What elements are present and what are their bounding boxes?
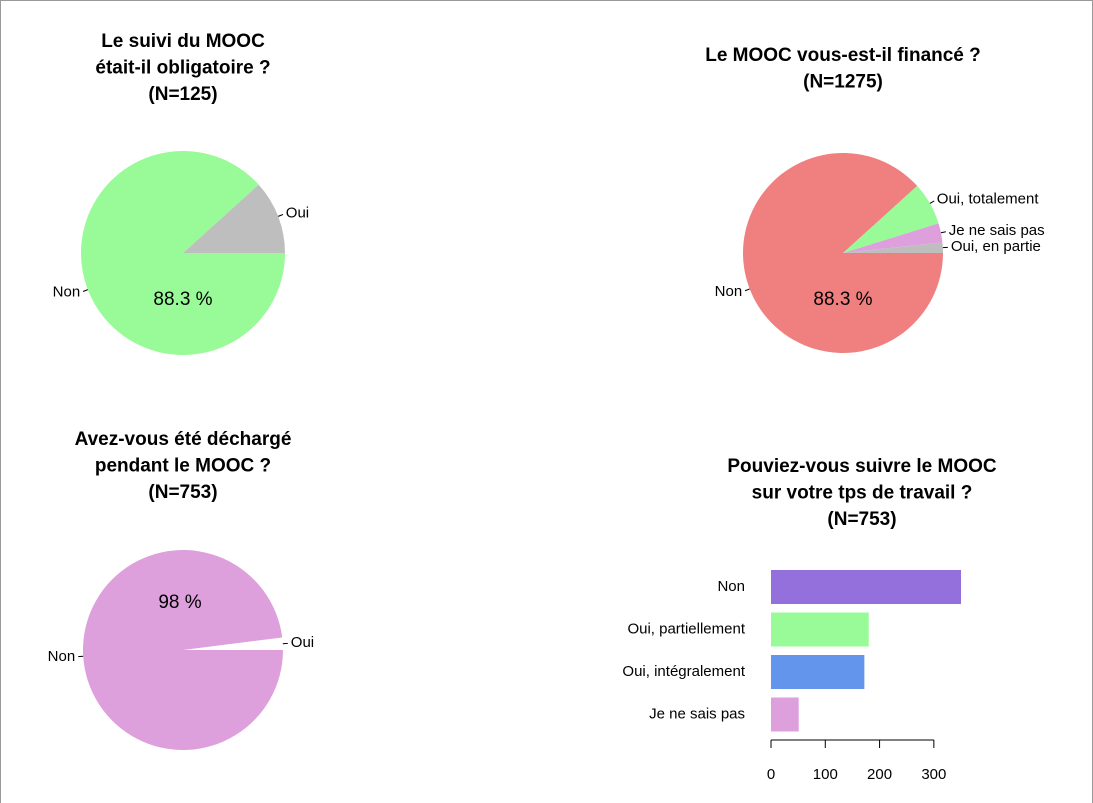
chart-title: était-il obligatoire ?: [95, 58, 270, 79]
x-tick-label: 0: [767, 766, 775, 783]
slice-label: Non: [53, 284, 81, 301]
chart-title: (N=1275): [803, 72, 883, 93]
pie-slice: [743, 152, 943, 353]
slice-label: Je ne sais pas: [949, 222, 1045, 239]
x-tick-label: 200: [867, 766, 892, 783]
bar: [771, 570, 961, 604]
chart-title: (N=125): [148, 84, 217, 105]
label-tick: [929, 200, 935, 204]
chart-title: Avez-vous été déchargé: [75, 429, 292, 450]
bar: [771, 697, 799, 732]
chart-title: (N=753): [148, 482, 217, 503]
slice-label: Oui: [286, 204, 309, 221]
bar: [771, 655, 865, 689]
chart-title: Le suivi du MOOC: [101, 31, 265, 52]
y-tick-label: Oui, intégralement: [622, 663, 745, 680]
chart-title: Pouviez-vous suivre le MOOC: [727, 456, 997, 477]
pie-slice: [843, 223, 943, 253]
bar: [771, 612, 869, 647]
y-tick-label: Je ne sais pas: [649, 705, 745, 722]
label-tick: [744, 288, 750, 292]
value-label: 88.3 %: [153, 289, 212, 310]
slice-label: Oui, totalement: [937, 190, 1040, 207]
y-tick-label: Non: [717, 578, 745, 595]
y-tick-label: Oui, partiellement: [627, 620, 745, 637]
pie-slice: [183, 637, 283, 650]
label-tick: [82, 289, 88, 292]
chart-title: (N=753): [827, 509, 896, 530]
slice-label: Oui, en partie: [951, 238, 1041, 255]
value-label: 88.3 %: [813, 289, 872, 310]
pie-slice: [843, 242, 943, 253]
pie-slice: [81, 151, 286, 356]
label-tick: [278, 214, 284, 217]
x-tick-label: 300: [921, 766, 946, 783]
slice-label: Oui: [291, 634, 314, 651]
x-tick-label: 100: [813, 766, 838, 783]
chart-title: Le MOOC vous-est-il financé ?: [705, 45, 981, 66]
pie-slice: [843, 185, 939, 253]
label-tick: [940, 231, 946, 234]
chart-title: pendant le MOOC ?: [95, 456, 271, 477]
slice-label: Non: [715, 283, 743, 300]
slice-label: Non: [48, 648, 76, 665]
pie-slice: [83, 550, 283, 751]
chart-title: sur votre tps de travail ?: [752, 483, 973, 504]
pie-slice: [183, 184, 285, 253]
value-label: 98 %: [158, 592, 201, 613]
